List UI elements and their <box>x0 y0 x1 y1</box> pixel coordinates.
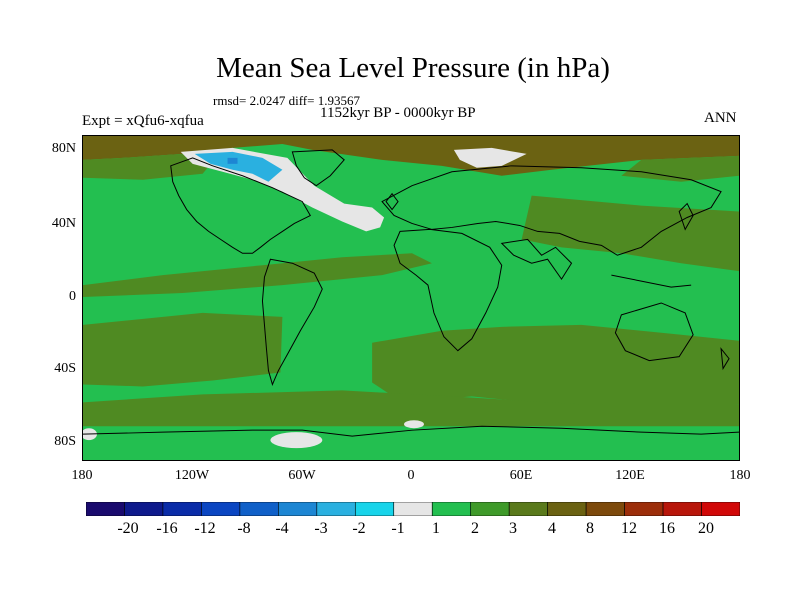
x-label-120w: 120W <box>174 468 210 483</box>
new-zealand-coast <box>720 347 730 371</box>
x-label-180w: 180 <box>71 468 93 483</box>
north-olive-band <box>83 153 213 180</box>
indian-ocean-olive <box>521 195 739 272</box>
colorbar-label: 1 <box>432 520 440 537</box>
colorbar-label: 16 <box>659 520 675 537</box>
colorbar-box <box>354 502 395 516</box>
north-pacific-olive <box>621 155 739 182</box>
colorbar-box <box>86 502 125 516</box>
stats-text: rmsd= 2.0247 diff= 1.93567 <box>213 93 360 108</box>
antarctic-gray-small <box>404 420 424 429</box>
experiment-label: Expt = xQfu6-xqfua <box>82 113 204 129</box>
colorbar-box <box>162 502 202 516</box>
colorbar-label: 20 <box>698 520 714 537</box>
colorbar-label: 12 <box>621 520 637 537</box>
colorbar-box <box>124 502 164 516</box>
colorbar-label: -20 <box>117 520 139 537</box>
y-label-40n: 40N <box>51 216 76 231</box>
colorbar-label: 8 <box>586 520 594 537</box>
arctic-gray-anomaly <box>453 147 527 168</box>
colorbar-label: -3 <box>314 520 328 537</box>
colorbar-box <box>239 502 279 516</box>
pressure-difference-map <box>82 135 740 461</box>
eurasia-coast <box>381 165 722 256</box>
australia-coast <box>614 302 694 362</box>
south-atlantic-olive <box>372 324 739 407</box>
x-label-0: 0 <box>407 468 415 483</box>
period-text: 1152kyr BP - 0000kyr BP <box>320 105 476 121</box>
colorbar-box <box>431 502 472 516</box>
colorbar-box <box>201 502 241 516</box>
map-title: Mean Sea Level Pressure (in hPa) <box>216 52 610 84</box>
coastlines <box>83 149 739 437</box>
colorbar-box <box>585 502 625 516</box>
colorbar-box <box>662 502 702 516</box>
x-label-60w: 60W <box>288 468 316 483</box>
colorbar-label: -12 <box>194 520 216 537</box>
negative-anomaly-blue <box>227 157 238 164</box>
africa-coast <box>393 228 503 352</box>
north-america-coast <box>170 157 312 254</box>
y-label-equator: 0 <box>69 289 76 304</box>
colorbar-label: -16 <box>156 520 178 537</box>
x-label-60e: 60E <box>509 468 533 483</box>
negative-anomaly-cyan <box>194 151 283 182</box>
y-label-80s: 80S <box>54 434 76 449</box>
colorbar-label: -4 <box>275 520 289 537</box>
antarctic-gray-patch <box>270 432 323 449</box>
southern-ocean-olive <box>83 390 739 427</box>
colorbar-label: 2 <box>471 520 479 537</box>
colorbar-box <box>393 502 433 516</box>
colorbar-box <box>470 502 510 516</box>
tropical-olive-band <box>83 253 432 298</box>
colorbar-box <box>508 502 548 516</box>
colorbar-boxes <box>86 502 740 516</box>
antarctica-coast <box>83 425 739 437</box>
colorbar <box>86 502 740 516</box>
colorbar-box <box>316 502 356 516</box>
south-pacific-olive <box>83 312 283 387</box>
y-label-40s: 40S <box>54 361 76 376</box>
colorbar-label: 3 <box>509 520 517 537</box>
y-label-80n: 80N <box>51 141 76 156</box>
arabia-india-coast <box>500 238 573 281</box>
british-isles-coast <box>385 192 399 211</box>
japan-coast <box>678 202 694 231</box>
arctic-brown-region <box>83 136 739 176</box>
colorbar-box <box>278 502 318 516</box>
colorbar-box <box>624 502 664 516</box>
colorbar-label: 4 <box>548 520 556 537</box>
x-label-120e: 120E <box>615 468 645 483</box>
colorbar-box <box>547 502 587 516</box>
colorbar-box <box>701 502 740 516</box>
x-label-180e: 180 <box>729 468 751 483</box>
colorbar-label: -1 <box>391 520 405 537</box>
season-label: ANN <box>704 110 737 126</box>
indonesia-coast <box>611 274 692 288</box>
south-america-coast <box>261 258 323 386</box>
colorbar-label: -8 <box>237 520 251 537</box>
greenland-coast <box>291 149 345 187</box>
colorbar-label: -2 <box>352 520 366 537</box>
